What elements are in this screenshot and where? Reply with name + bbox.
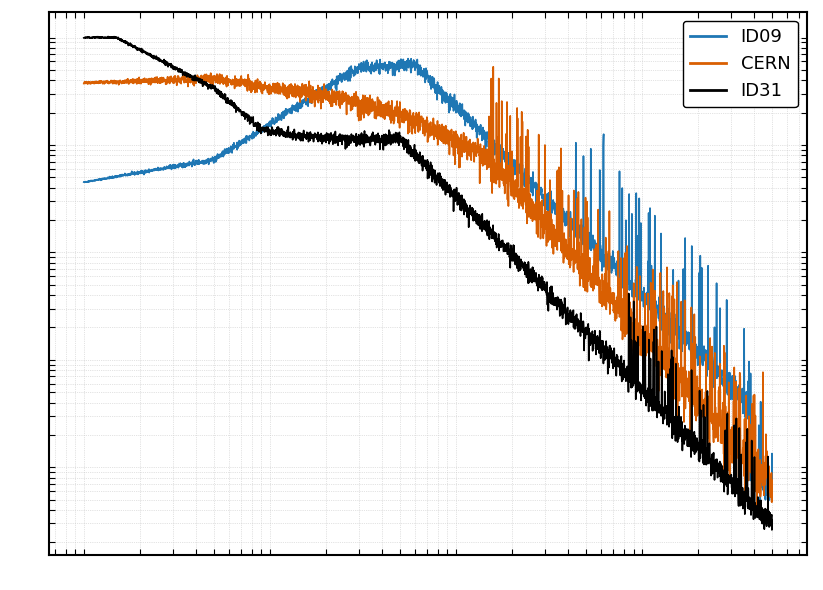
ID09: [198, 160, 208, 168]
ID09: [756, 503, 765, 510]
ID09: [373, 63, 383, 70]
ID31: [767, 526, 777, 533]
Legend: ID09, CERN, ID31: ID09, CERN, ID31: [683, 21, 797, 107]
ID31: [680, 427, 690, 434]
ID31: [79, 34, 89, 41]
CERN: [79, 80, 89, 87]
ID31: [103, 33, 113, 40]
ID09: [767, 489, 777, 496]
ID31: [373, 132, 383, 139]
ID09: [157, 165, 167, 172]
ID31: [198, 79, 208, 86]
ID31: [343, 133, 353, 140]
ID09: [680, 332, 690, 339]
CERN: [680, 297, 690, 304]
CERN: [488, 63, 498, 70]
CERN: [373, 94, 383, 101]
Line: ID09: ID09: [84, 58, 772, 506]
ID09: [343, 74, 353, 81]
ID31: [767, 516, 777, 523]
ID31: [157, 58, 167, 65]
CERN: [752, 503, 762, 510]
CERN: [343, 97, 353, 104]
ID31: [754, 497, 764, 504]
ID09: [79, 179, 89, 186]
CERN: [198, 74, 208, 81]
ID09: [754, 422, 764, 429]
Line: CERN: CERN: [84, 67, 772, 507]
CERN: [754, 467, 764, 474]
Line: ID31: ID31: [84, 37, 772, 530]
CERN: [767, 498, 777, 505]
ID09: [403, 55, 413, 62]
CERN: [157, 78, 167, 86]
